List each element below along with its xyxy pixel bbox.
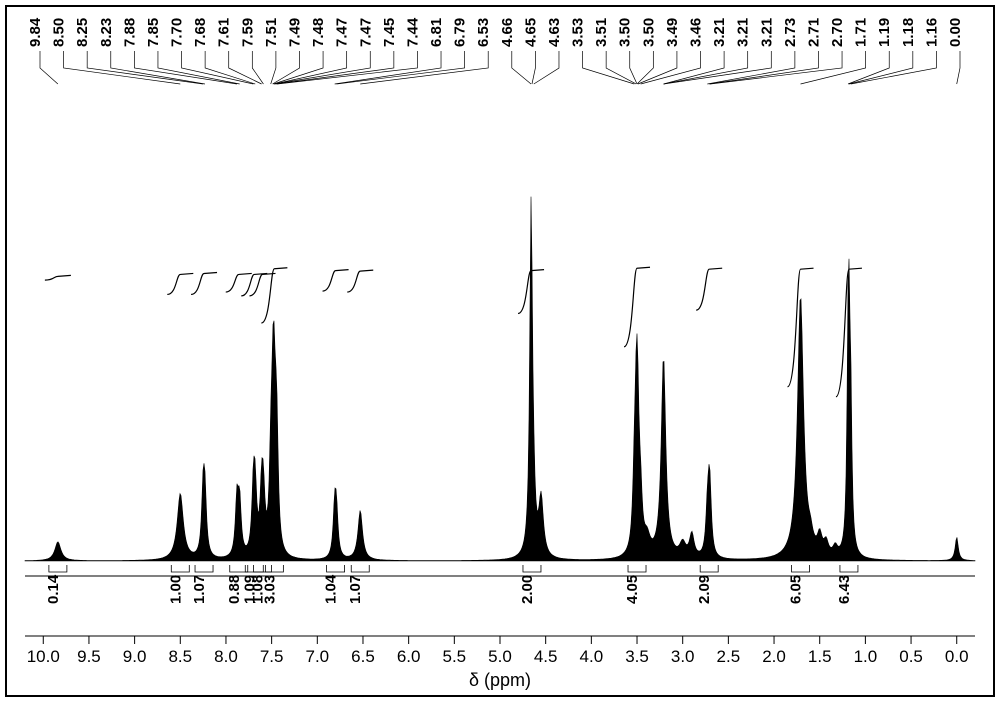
integral-label: 0.88 <box>226 575 243 604</box>
peak-shift-label: 6.81 <box>428 18 445 47</box>
integral-label: 6.05 <box>788 575 805 604</box>
axis-tick-label: 4.0 <box>580 647 604 666</box>
axis-tick-label: 1.0 <box>854 647 878 666</box>
peak-shift-label: 2.73 <box>782 18 799 47</box>
peak-shift-label: 7.70 <box>169 18 186 47</box>
peak-shift-label: 8.50 <box>51 18 68 47</box>
axis-tick-label: 9.5 <box>77 647 101 666</box>
integral-label: 2.09 <box>696 575 713 604</box>
peak-shift-label: 1.16 <box>923 18 940 47</box>
integral-label: 6.43 <box>836 575 853 604</box>
axis-tick-label: 8.0 <box>214 647 238 666</box>
axis-tick-label: 10.0 <box>27 647 60 666</box>
peak-shift-label: 8.25 <box>74 18 91 47</box>
integral-label: 2.00 <box>519 575 536 604</box>
axis-tick-label: 0.5 <box>899 647 923 666</box>
peak-shift-label: 1.19 <box>876 18 893 47</box>
axis-tick-label: 9.0 <box>123 647 147 666</box>
peak-shift-label: 3.46 <box>688 18 705 47</box>
integral-label: 1.00 <box>167 575 184 604</box>
peak-shift-label: 7.59 <box>239 18 256 47</box>
integral-label: 4.05 <box>624 575 641 604</box>
peak-shift-label: 4.66 <box>499 18 516 47</box>
peak-shift-label: 9.84 <box>27 17 44 47</box>
peak-shift-label: 3.53 <box>570 18 587 47</box>
integral-curve <box>347 270 373 292</box>
peak-shift-label: 7.88 <box>121 18 138 47</box>
peak-shift-label: 7.49 <box>286 18 303 47</box>
integral-label: 3.03 <box>261 575 278 604</box>
peak-shift-label: 7.85 <box>145 18 162 47</box>
peak-shift-label: 3.21 <box>735 18 752 47</box>
axis-tick-label: 3.5 <box>625 647 649 666</box>
peak-shift-label: 1.18 <box>900 18 917 47</box>
axis-tick-label: 7.0 <box>305 647 329 666</box>
peak-shift-label: 8.23 <box>98 18 115 47</box>
axis-tick-label: 5.0 <box>488 647 512 666</box>
axis-tick-label: 2.5 <box>717 647 741 666</box>
axis-tick-label: 2.0 <box>762 647 786 666</box>
integral-curve <box>45 275 71 280</box>
peak-shift-label: 7.47 <box>357 18 374 47</box>
peak-shift-label: 7.45 <box>381 18 398 47</box>
peak-shift-label: 7.47 <box>334 18 351 47</box>
peak-shift-label: 7.68 <box>192 18 209 47</box>
axis-tick-label: 7.5 <box>260 647 284 666</box>
integral-curve <box>323 270 349 291</box>
nmr-spectrum: 9.848.508.258.237.887.857.707.687.617.59… <box>0 0 1000 702</box>
integral-label: 1.07 <box>191 575 208 604</box>
integral-curve <box>167 273 193 294</box>
axis-tick-label: 1.5 <box>808 647 832 666</box>
peak-shift-label: 1.71 <box>853 18 870 47</box>
peak-shift-label: 6.53 <box>475 18 492 47</box>
integral-curve <box>191 272 217 294</box>
integral-label: 0.14 <box>45 574 62 604</box>
axis-tick-label: 8.5 <box>168 647 192 666</box>
axis-tick-label: 6.5 <box>351 647 375 666</box>
integral-label: 1.07 <box>347 575 364 604</box>
peak-shift-label: 7.48 <box>310 18 327 47</box>
peak-shift-label: 7.61 <box>216 18 233 47</box>
integral-label: 1.04 <box>323 574 340 604</box>
peak-shift-label: 3.49 <box>664 18 681 47</box>
peak-shift-label: 7.44 <box>404 17 421 47</box>
peak-shift-label: 3.50 <box>617 18 634 47</box>
integral-curve <box>696 268 722 310</box>
spectrum-trace <box>25 197 975 561</box>
peak-shift-label: 3.50 <box>640 18 657 47</box>
axis-tick-label: 3.0 <box>671 647 695 666</box>
peak-shift-label: 2.71 <box>805 18 822 47</box>
axis-tick-label: 0.0 <box>945 647 969 666</box>
peak-shift-label: 4.63 <box>546 18 563 47</box>
axis-tick-label: 6.0 <box>397 647 421 666</box>
peak-shift-label: 3.21 <box>711 18 728 47</box>
peak-shift-label: 7.51 <box>263 18 280 47</box>
peak-shift-label: 4.65 <box>522 18 539 47</box>
peak-shift-label: 0.00 <box>947 18 964 47</box>
peak-shift-label: 6.79 <box>452 18 469 47</box>
peak-shift-label: 3.21 <box>758 18 775 47</box>
peak-shift-label: 2.70 <box>829 18 846 47</box>
peak-shift-label: 3.51 <box>593 18 610 47</box>
axis-label: δ (ppm) <box>469 670 531 690</box>
axis-tick-label: 4.5 <box>534 647 558 666</box>
axis-tick-label: 5.5 <box>443 647 467 666</box>
integral-curve <box>261 268 287 323</box>
